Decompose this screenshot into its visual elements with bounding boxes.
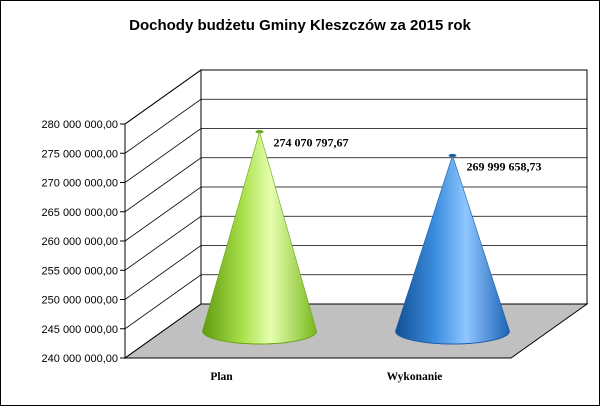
floor	[123, 303, 589, 359]
cone-base-rim	[202, 330, 317, 345]
y-tick-label: 240 000 000,00	[42, 353, 118, 365]
y-tick-label: 250 000 000,00	[42, 295, 118, 307]
chart-title: Dochody budżetu Gminy Kleszczów za 2015 …	[129, 17, 471, 34]
y-tick-label: 280 000 000,00	[42, 119, 118, 131]
cone-apex	[448, 153, 457, 158]
y-tick-label: 245 000 000,00	[42, 324, 118, 336]
gridline	[124, 157, 587, 213]
cone-apex	[255, 130, 264, 134]
gridline	[124, 98, 587, 154]
y-tick-label: 270 000 000,00	[42, 178, 118, 190]
x-tick-label: Plan	[210, 371, 233, 383]
y-tick-label: 260 000 000,00	[42, 236, 118, 248]
y-tick-label: 255 000 000,00	[42, 265, 118, 277]
gridline	[124, 69, 587, 125]
data-label: 269 999 658,73	[467, 160, 542, 174]
x-tick-label: Wykonanie	[387, 371, 443, 383]
y-tick-label: 275 000 000,00	[42, 148, 118, 160]
data-label: 274 070 797,67	[274, 136, 349, 150]
cone-base-rim	[395, 330, 510, 345]
y-tick-label: 265 000 000,00	[42, 207, 118, 219]
gridline	[124, 128, 587, 183]
